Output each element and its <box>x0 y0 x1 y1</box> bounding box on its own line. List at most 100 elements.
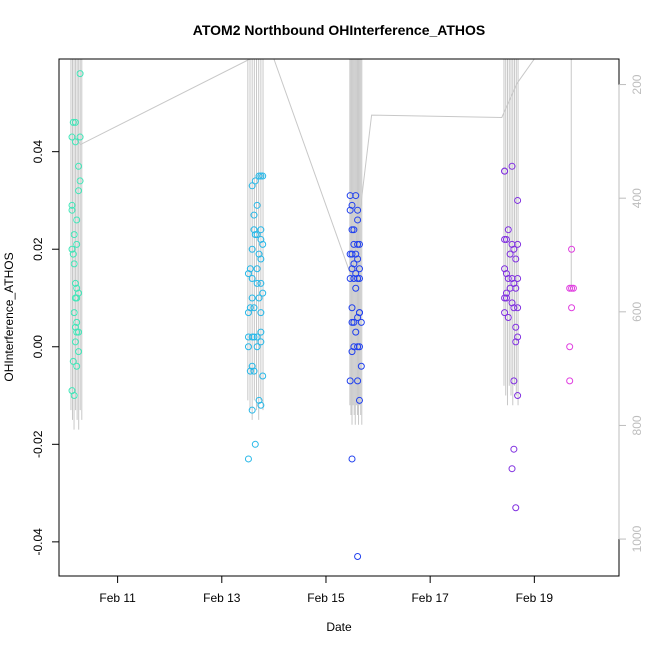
data-point <box>354 240 362 248</box>
data-point <box>514 392 522 400</box>
data-point <box>510 445 518 453</box>
data-point <box>253 343 261 351</box>
data-point <box>354 314 362 321</box>
data-point <box>75 162 83 170</box>
data-point <box>510 304 518 312</box>
data-point <box>244 455 252 463</box>
data-point <box>354 206 362 214</box>
data-point <box>75 328 83 336</box>
data-point <box>501 294 509 302</box>
data-point <box>73 362 81 370</box>
data-point <box>510 377 518 385</box>
data-point <box>76 133 84 141</box>
data-point <box>346 377 354 385</box>
y-tick-label: -0.02 <box>31 430 45 458</box>
data-point <box>346 274 354 282</box>
data-point <box>248 406 256 414</box>
y-tick-label: 0.02 <box>31 237 45 261</box>
data-point <box>259 289 267 297</box>
data-point <box>350 260 358 268</box>
data-point <box>346 206 354 214</box>
x-tick-label: Feb 11 <box>99 591 136 605</box>
trend-line <box>73 58 535 279</box>
data-point <box>512 323 520 331</box>
data-point <box>248 182 256 190</box>
data-point <box>348 265 356 273</box>
data-point <box>73 216 81 224</box>
data-point <box>246 367 254 375</box>
data-point <box>506 250 514 258</box>
data-point <box>68 201 76 209</box>
data-point <box>354 274 362 282</box>
data-point <box>502 235 510 243</box>
data-point <box>354 255 362 263</box>
data-point <box>504 226 512 234</box>
data-point <box>68 245 76 253</box>
data-point <box>248 294 256 302</box>
data-point <box>70 260 78 268</box>
x-tick-label: Feb 13 <box>203 591 241 605</box>
data-point <box>253 201 261 209</box>
data-point <box>512 504 520 512</box>
data-point <box>352 192 360 200</box>
data-point <box>354 216 362 224</box>
y-tick-label: -0.04 <box>31 528 45 556</box>
y-axis-label: OHInterference_ATHOS <box>2 252 16 381</box>
data-point <box>514 333 522 341</box>
data-point <box>501 167 509 175</box>
data-point <box>348 304 356 312</box>
data-point <box>68 133 76 141</box>
data-point <box>355 343 363 351</box>
data-point <box>514 196 522 204</box>
data-point <box>71 338 79 346</box>
data-point <box>70 231 78 239</box>
data-point <box>69 118 77 126</box>
data-point <box>250 211 258 219</box>
data-point <box>512 338 520 346</box>
data-point <box>75 348 83 356</box>
right-tick-label: 200 <box>630 74 644 94</box>
data-point <box>355 274 363 282</box>
data-point <box>70 392 78 400</box>
data-point <box>257 226 265 234</box>
data-point <box>508 299 516 307</box>
right-tick-label: 1000 <box>630 525 644 552</box>
data-point <box>255 294 263 302</box>
data-point <box>504 314 512 321</box>
data-point <box>257 235 265 243</box>
data-point <box>510 245 518 253</box>
data-point <box>501 235 509 243</box>
data-point <box>253 231 261 239</box>
data-point <box>502 294 510 302</box>
data-point <box>248 274 256 282</box>
y-tick-label: 0.04 <box>31 140 45 164</box>
data-point <box>244 343 252 351</box>
data-point <box>250 333 258 341</box>
data-point <box>357 318 365 326</box>
data-point <box>73 328 81 336</box>
data-point <box>354 343 362 351</box>
data-point <box>69 357 77 365</box>
data-point <box>244 270 252 278</box>
data-point <box>514 304 522 312</box>
data-point <box>357 362 365 370</box>
data-point <box>352 250 360 258</box>
data-point <box>253 333 261 341</box>
data-point <box>73 284 81 292</box>
data-point <box>566 284 574 292</box>
data-point <box>504 274 512 282</box>
data-point <box>250 304 258 312</box>
data-point <box>257 279 265 287</box>
data-point <box>251 231 259 239</box>
data-point <box>71 323 79 331</box>
data-point <box>350 226 358 234</box>
data-point <box>257 172 265 180</box>
plot-frame <box>58 58 620 577</box>
data-point <box>255 250 263 258</box>
data-point <box>566 377 574 385</box>
data-point <box>73 318 81 326</box>
data-point <box>502 270 510 278</box>
data-point <box>70 309 78 317</box>
data-point <box>257 309 265 317</box>
data-point <box>514 274 522 282</box>
